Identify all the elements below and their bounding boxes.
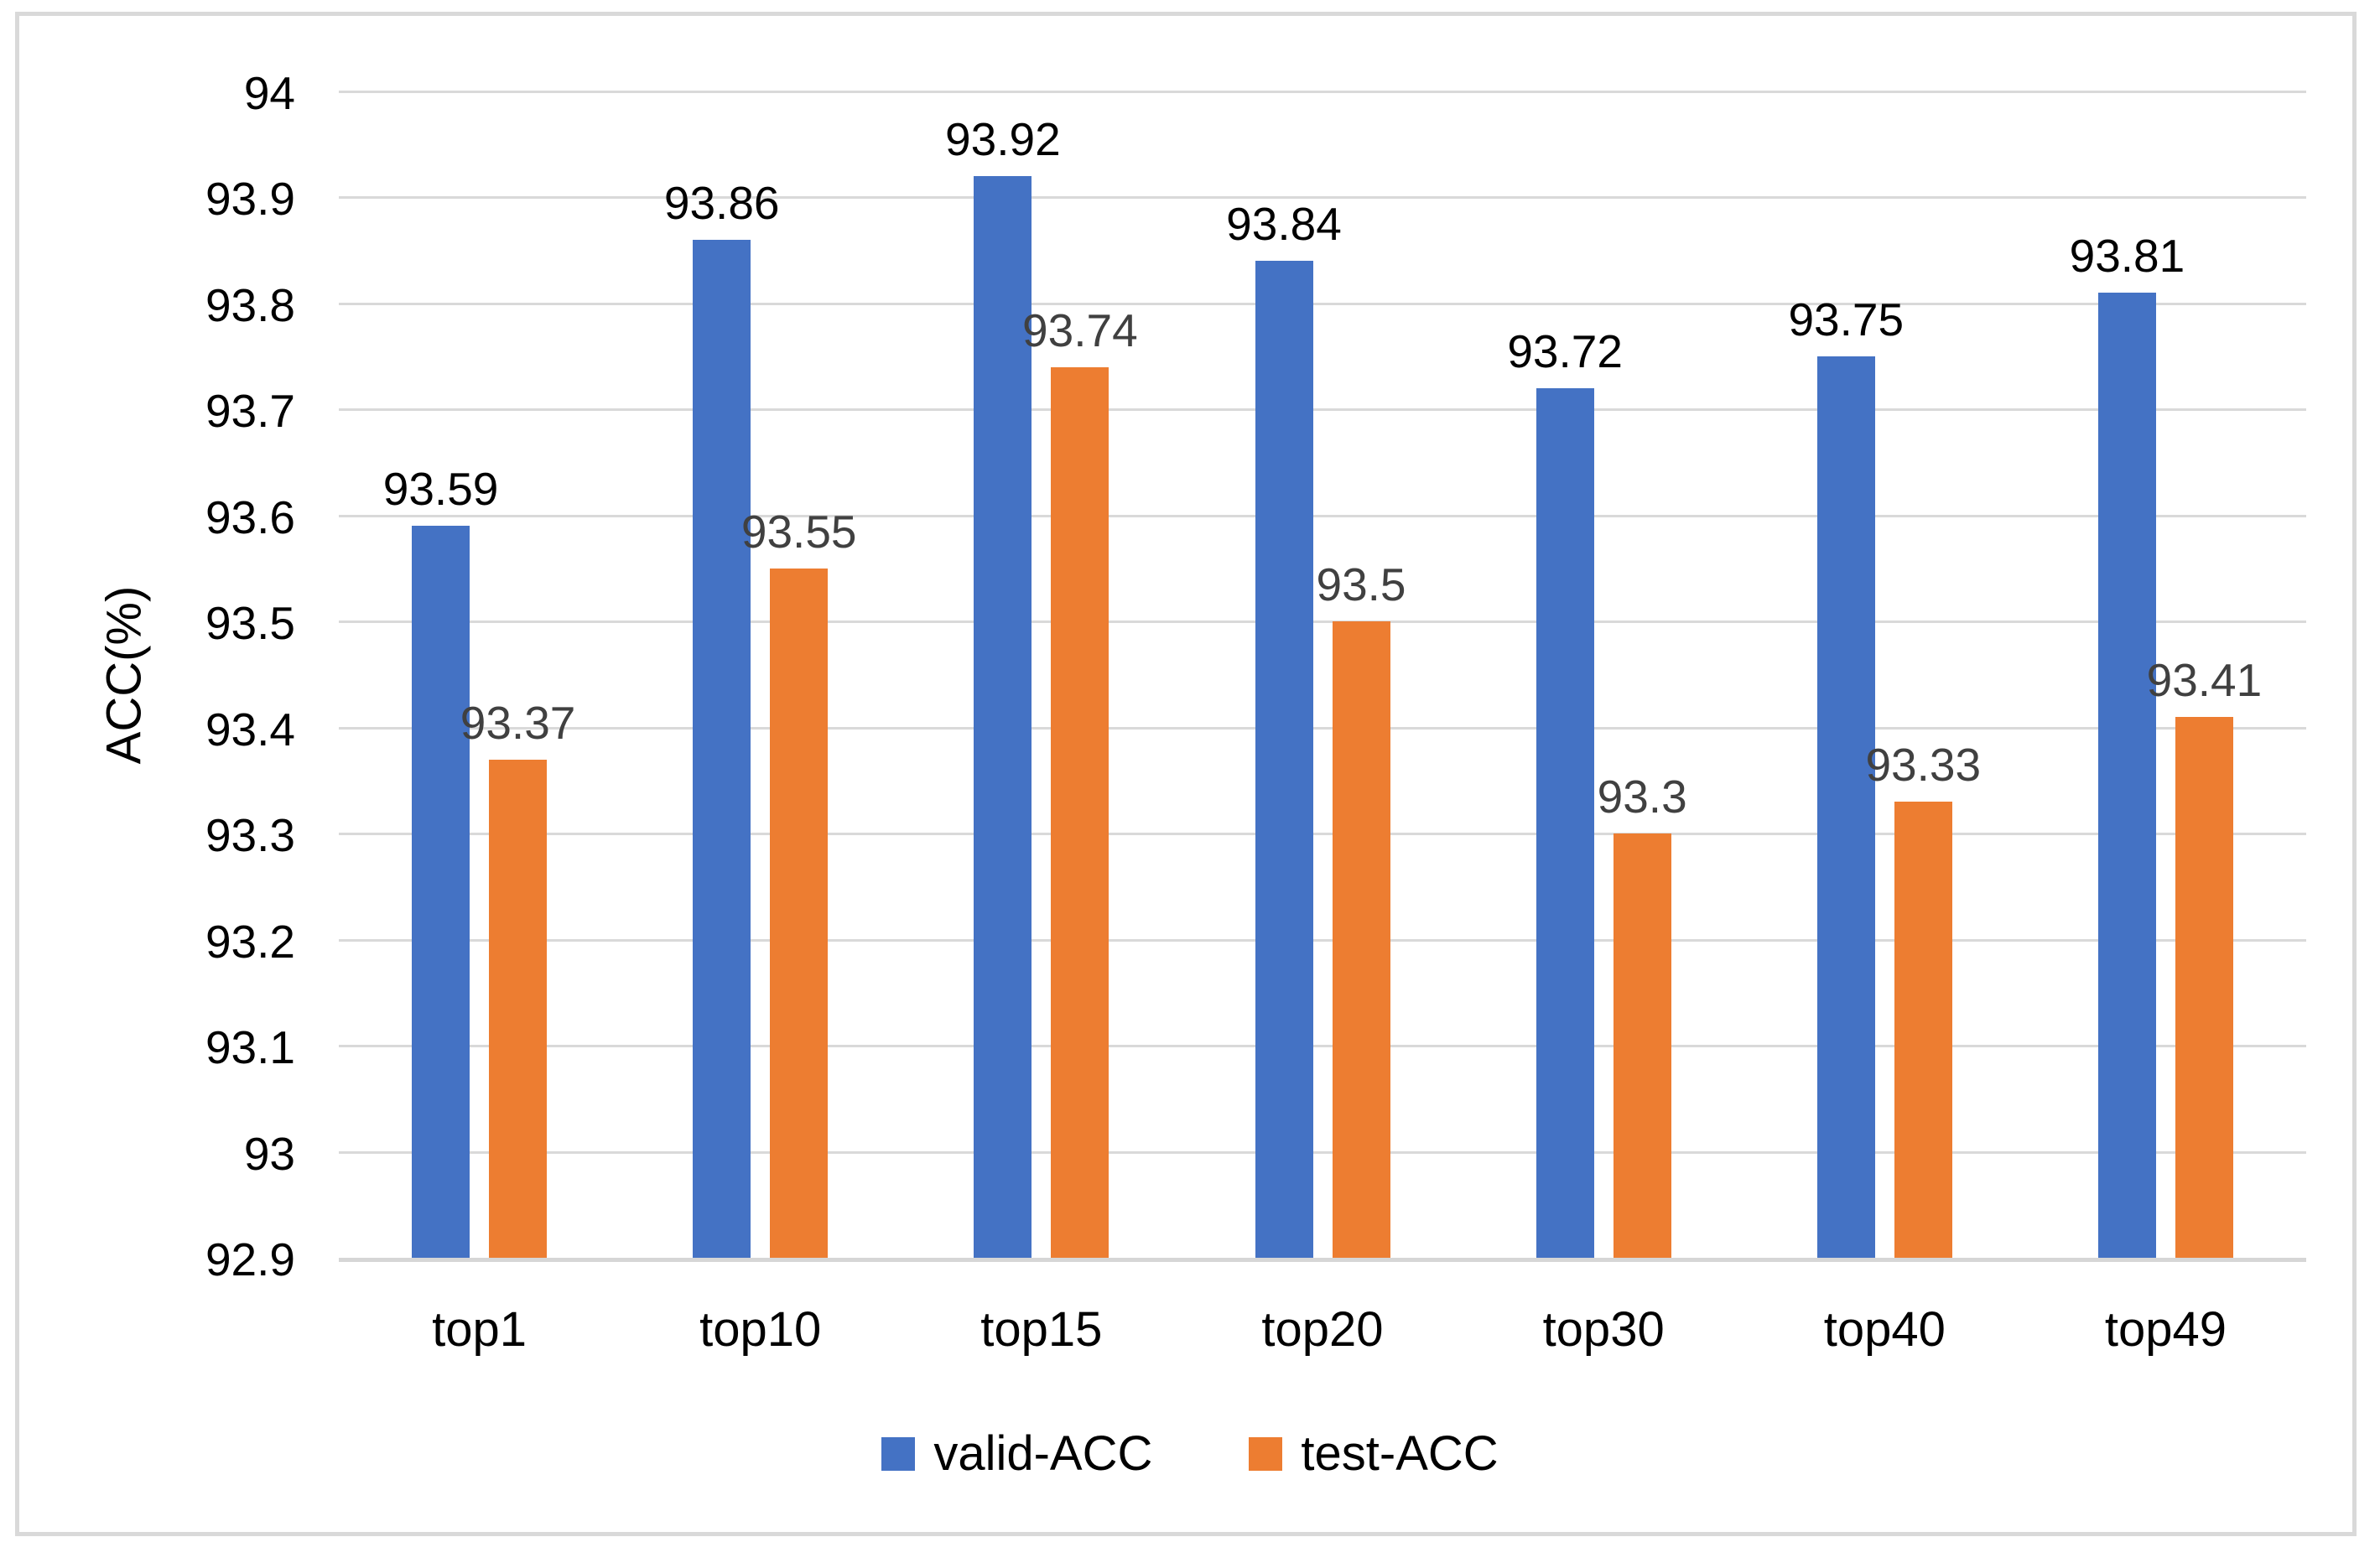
y-tick-label: 94: [243, 67, 295, 119]
gridline: [339, 938, 2306, 942]
bar-valid-acc: [693, 240, 751, 1258]
bar-value-label: 93.41: [2146, 654, 2263, 707]
gridline: [339, 621, 2306, 624]
legend-item: valid-ACC: [881, 1425, 1152, 1482]
y-tick-label: 93.1: [205, 1021, 295, 1074]
category-label: top30: [1542, 1302, 1665, 1357]
y-tick-label: 92.9: [205, 1233, 295, 1285]
y-tick-label: 93.8: [205, 278, 295, 331]
category-label: top15: [980, 1302, 1103, 1357]
category-label: top20: [1261, 1302, 1384, 1357]
chart-frame: [15, 12, 2357, 1536]
gridline: [339, 91, 2306, 93]
bar-test-acc: [2175, 717, 2233, 1258]
category-label: top40: [1823, 1302, 1946, 1357]
bar-value-label: 93.86: [663, 177, 780, 230]
y-tick-label: 93.7: [205, 385, 295, 438]
gridline: [339, 196, 2306, 200]
bar-valid-acc: [1816, 356, 1875, 1258]
bar-valid-acc: [1536, 388, 1594, 1258]
bar-test-acc: [1332, 621, 1390, 1258]
bar-value-label: 93.74: [1022, 304, 1138, 356]
y-tick-label: 93.3: [205, 809, 295, 862]
bar-test-acc: [1613, 833, 1671, 1258]
gridline: [339, 408, 2306, 412]
plot-area: 93.59 93.37 93.86 93.55 93.92 93.74 93.84 93.5 9…: [339, 91, 2306, 1262]
bar-value-label: 93.33: [1865, 739, 1982, 792]
bar-test-acc: [1051, 366, 1109, 1258]
category-label: top1: [432, 1302, 527, 1357]
bar-value-label: 93.55: [741, 506, 857, 558]
gridline: [339, 302, 2306, 305]
bar-valid-acc: [974, 176, 1032, 1258]
y-tick-label: 93.5: [205, 597, 295, 650]
bar-test-acc: [1894, 802, 1952, 1258]
bar-valid-acc: [412, 526, 470, 1258]
legend-swatch: [881, 1436, 916, 1471]
bar-value-label: 93.59: [382, 463, 499, 516]
gridline: [339, 1150, 2306, 1154]
y-tick-label: 93.2: [205, 915, 295, 968]
bar-value-label: 93.75: [1788, 293, 1905, 346]
y-tick-label: 93.6: [205, 491, 295, 543]
gridline: [339, 726, 2306, 730]
bar-valid-acc: [2097, 293, 2156, 1258]
category-label: top49: [2104, 1302, 2227, 1357]
bar-value-label: 93.84: [1226, 198, 1342, 251]
gridline: [339, 833, 2306, 836]
gridline: [339, 1045, 2306, 1048]
bar-value-label: 93.37: [460, 696, 576, 749]
bar-value-label: 93.3: [1597, 771, 1687, 823]
legend: valid-ACC test-ACC: [0, 1425, 2380, 1482]
legend-label: valid-ACC: [933, 1426, 1153, 1481]
bar-value-label: 93.72: [1507, 325, 1623, 378]
bar-value-label: 93.5: [1316, 558, 1406, 611]
x-axis-line: [339, 1258, 2306, 1262]
legend-swatch: [1249, 1436, 1283, 1471]
legend-item: test-ACC: [1249, 1425, 1499, 1482]
gridline: [339, 514, 2306, 517]
legend-label: test-ACC: [1301, 1426, 1499, 1481]
y-tick-label: 93.4: [205, 703, 295, 756]
bar-value-label: 93.92: [945, 113, 1061, 166]
y-tick-label: 93.9: [205, 173, 295, 226]
bar-value-label: 93.81: [2069, 230, 2185, 283]
y-tick-label: 93: [243, 1127, 295, 1180]
category-label: top10: [699, 1302, 822, 1357]
bar-test-acc: [489, 759, 548, 1258]
bar-test-acc: [770, 569, 829, 1258]
bar-valid-acc: [1255, 261, 1313, 1258]
